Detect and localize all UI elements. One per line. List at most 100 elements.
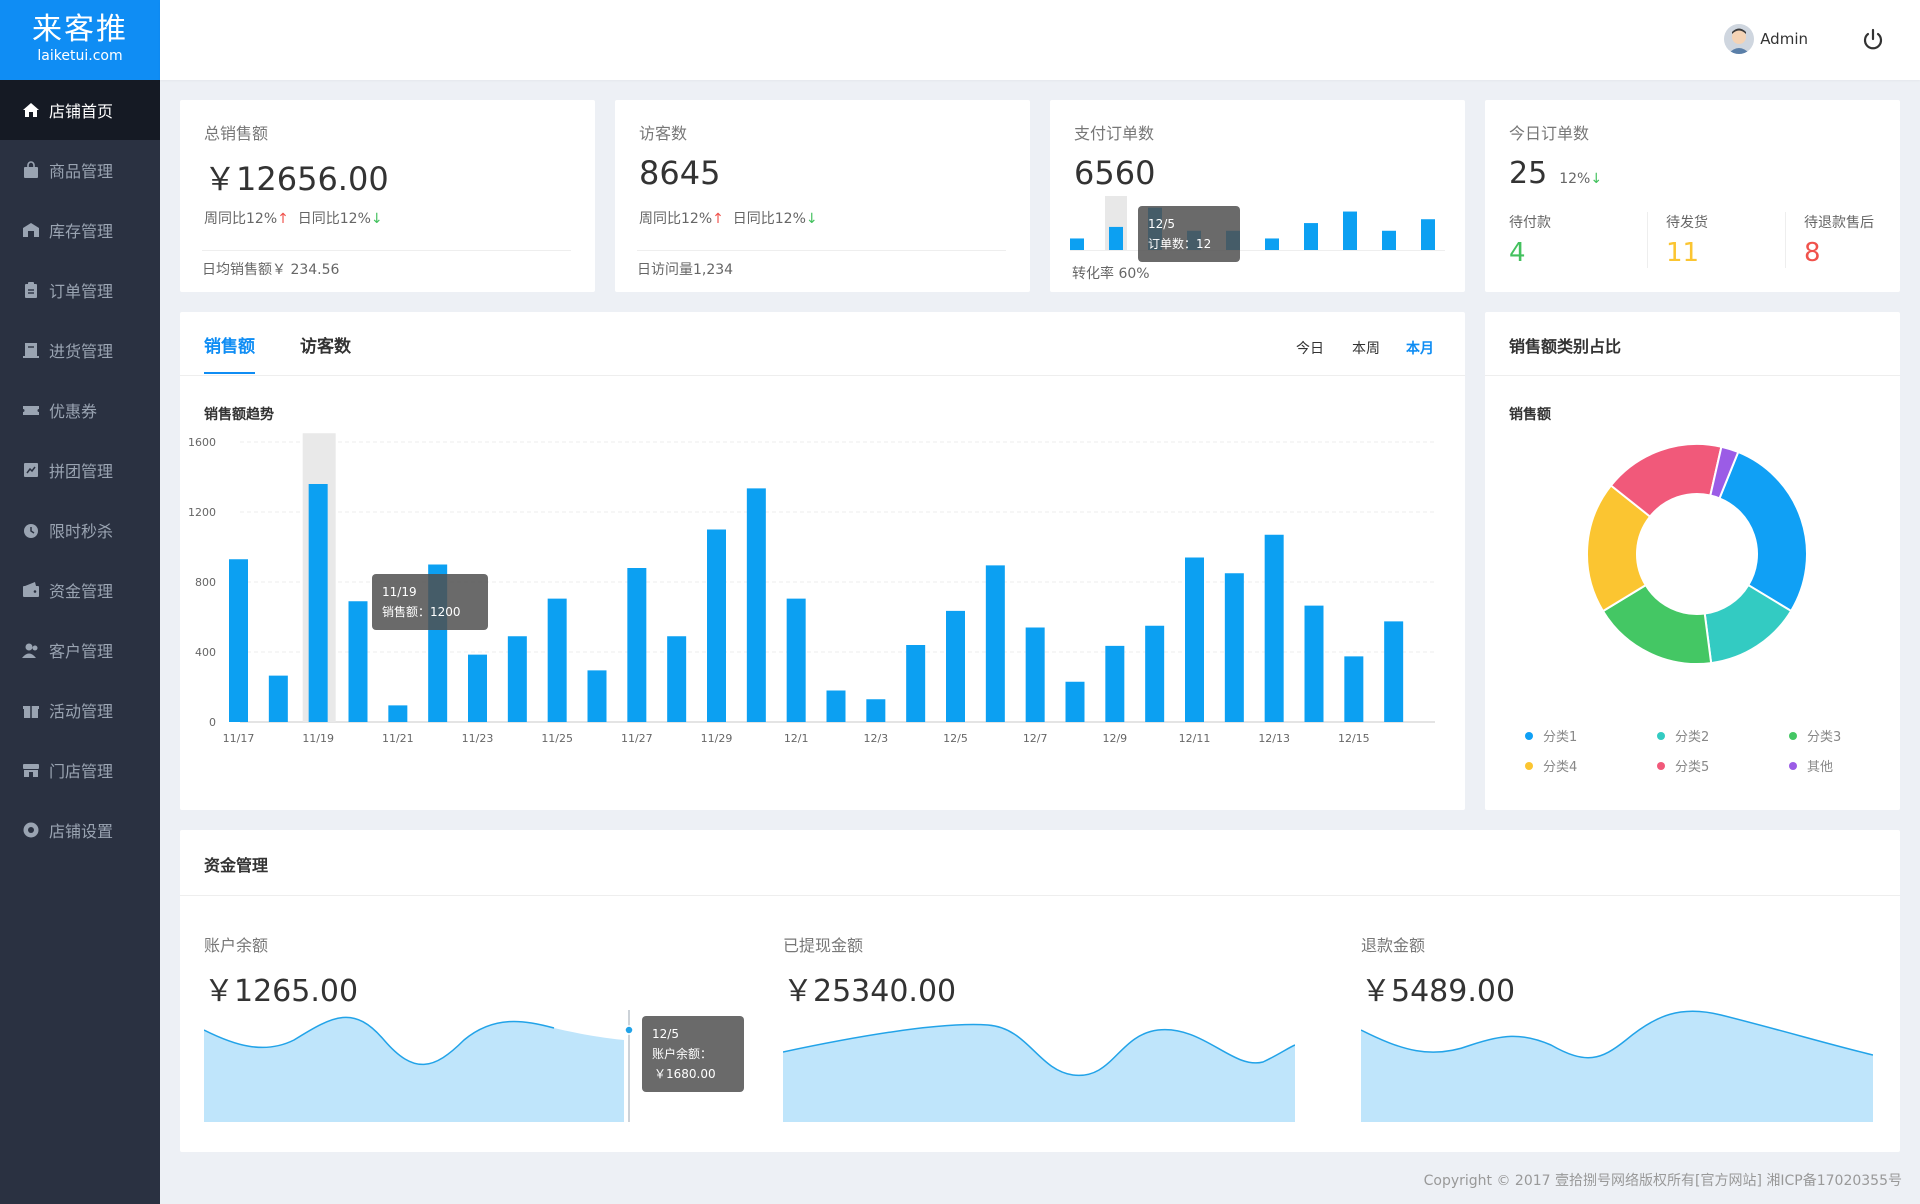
sales-bar[interactable] — [1185, 557, 1204, 723]
order-status-value: 8 — [1804, 238, 1821, 268]
sales-bar[interactable] — [866, 699, 886, 722]
sidebar-item-customers[interactable]: 客户管理 — [0, 620, 160, 680]
mini-bar — [1109, 226, 1123, 250]
sales-bar-chart[interactable]: 0 400 800 1200 1600 11/17 11/19 11/21 11/23 11/25… — [180, 432, 1465, 802]
group-buy-icon — [22, 461, 40, 479]
donut-slice[interactable] — [1709, 445, 1740, 500]
sales-bar[interactable] — [946, 610, 965, 722]
kpi-label: 支付订单数 — [1074, 124, 1155, 143]
sales-bar[interactable] — [1025, 627, 1045, 723]
order-status-item[interactable]: 待付款 4 — [1509, 212, 1619, 268]
sidebar-item-activity[interactable]: 活动管理 — [0, 680, 160, 740]
donut-slice[interactable] — [1718, 450, 1808, 613]
sales-bar[interactable] — [308, 484, 328, 722]
legend-label: 分类4 — [1543, 760, 1578, 775]
sales-bar[interactable] — [348, 601, 368, 722]
sidebar-nav: 店铺首页商品管理 库存管理 订单管理进货管理优惠券拼团管理限时秒杀 资金管理 客户管理活… — [0, 80, 160, 860]
legend-item[interactable]: 分类1 — [1525, 726, 1577, 745]
fund-label: 已提现金额 — [783, 936, 864, 955]
sales-bar[interactable] — [786, 598, 806, 722]
sales-bar[interactable] — [667, 636, 687, 722]
x-tick-label: 11/25 — [541, 732, 573, 745]
sidebar-item-flash[interactable]: 限时秒杀 — [0, 500, 160, 560]
sales-bar[interactable] — [1264, 534, 1284, 722]
user-menu[interactable]: Admin — [1724, 24, 1808, 54]
sales-chart-tooltip: 11/19 销售额：1200 — [372, 574, 488, 630]
sidebar-item-label: 进货管理 — [49, 342, 114, 361]
sales-bar[interactable] — [1105, 645, 1125, 722]
sales-bar[interactable] — [229, 559, 248, 722]
sales-bar[interactable] — [985, 565, 1005, 722]
order-status-item[interactable]: 待发货 11 — [1647, 212, 1757, 268]
sales-bar[interactable] — [468, 654, 487, 722]
x-tick-label: 12/9 — [1102, 732, 1127, 745]
power-icon[interactable] — [1860, 27, 1886, 53]
order-status-label: 待发货 — [1666, 215, 1708, 231]
sidebar-item-coupon[interactable]: 优惠券 — [0, 380, 160, 440]
sidebar-item-settings[interactable]: 店铺设置 — [0, 800, 160, 860]
sales-bar[interactable] — [707, 529, 726, 723]
fund-value: ￥25340.00 — [783, 974, 957, 1009]
tooltip-date: 12/5 — [652, 1027, 679, 1041]
arrow-down-icon: ↓ — [370, 211, 383, 227]
sales-bar[interactable] — [547, 598, 567, 722]
mini-bar-chart[interactable] — [1070, 196, 1445, 252]
legend-item[interactable]: 分类3 — [1789, 726, 1841, 745]
panel-title: 资金管理 — [204, 856, 269, 875]
sidebar-item-stock[interactable]: 库存管理 — [0, 200, 160, 260]
mini-chart-tooltip: 12/5 订单数：12 — [1138, 206, 1240, 262]
chart-title: 销售额趋势 — [204, 407, 274, 423]
period-month[interactable]: 本月 — [1406, 341, 1434, 357]
sales-bar[interactable] — [388, 705, 408, 722]
tab-sales[interactable]: 销售额 — [204, 332, 255, 374]
week-compare: 周同比12% — [639, 211, 713, 227]
sales-bar[interactable] — [1224, 573, 1244, 722]
refund-area-chart[interactable] — [1361, 1010, 1873, 1130]
sidebar-item-goods[interactable]: 商品管理 — [0, 140, 160, 200]
category-donut-chart[interactable] — [1485, 442, 1900, 682]
kpi-label: 今日订单数 — [1509, 124, 1590, 143]
legend-item[interactable]: 其他 — [1789, 756, 1833, 775]
sidebar-item-label: 拼团管理 — [49, 462, 114, 481]
sidebar-item-orders[interactable]: 订单管理 — [0, 260, 160, 320]
sales-bar[interactable] — [1304, 605, 1324, 722]
kpi-total-sales: 总销售额 ￥12656.00 周同比12%↑ 日同比12%↓ 日均销售额￥ 23… — [180, 100, 595, 292]
period-week[interactable]: 本周 — [1352, 341, 1380, 357]
arrow-up-icon: ↑ — [712, 211, 724, 227]
sales-bar[interactable] — [906, 645, 926, 722]
sidebar-item-group[interactable]: 拼团管理 — [0, 440, 160, 500]
withdrawn-area-chart[interactable] — [783, 1010, 1295, 1130]
legend-item[interactable]: 分类2 — [1657, 726, 1709, 745]
legend-label: 分类1 — [1543, 730, 1578, 745]
legend-item[interactable]: 分类4 — [1525, 756, 1577, 775]
x-tick-label: 12/5 — [943, 732, 968, 745]
sidebar-item-label: 店铺首页 — [49, 102, 114, 121]
sales-bar[interactable] — [1344, 656, 1364, 722]
sales-bar[interactable] — [826, 690, 846, 723]
order-status-item[interactable]: 待退款售后 8 — [1785, 212, 1895, 268]
panel-title: 销售额类别占比 — [1509, 337, 1622, 356]
day-compare: 日同比12% — [297, 211, 371, 227]
sidebar-item-label: 门店管理 — [49, 762, 114, 781]
sidebar-item-purchase[interactable]: 进货管理 — [0, 320, 160, 380]
x-tick-label: 12/11 — [1179, 732, 1211, 745]
tab-visitors[interactable]: 访客数 — [300, 337, 351, 357]
period-today[interactable]: 今日 — [1296, 341, 1324, 357]
sales-bar[interactable] — [587, 670, 607, 722]
balance-area-chart[interactable] — [204, 1010, 716, 1130]
logo[interactable]: 来客推 laiketui.com — [0, 0, 160, 80]
legend-item[interactable]: 分类5 — [1657, 756, 1709, 775]
sales-bar[interactable] — [268, 675, 288, 722]
sidebar-item-stores[interactable]: 门店管理 — [0, 740, 160, 800]
sales-bar[interactable] — [627, 568, 647, 722]
sidebar-item-funds[interactable]: 资金管理 — [0, 560, 160, 620]
mini-bar — [1304, 223, 1318, 250]
sales-bar[interactable] — [507, 636, 527, 722]
sales-bar[interactable] — [1145, 625, 1165, 722]
sales-bar[interactable] — [746, 488, 766, 722]
sidebar-item-home[interactable]: 店铺首页 — [0, 80, 160, 140]
gear-icon — [22, 821, 40, 839]
sales-bar[interactable] — [1384, 621, 1404, 722]
home-icon — [22, 101, 40, 119]
sales-bar[interactable] — [1065, 681, 1085, 722]
